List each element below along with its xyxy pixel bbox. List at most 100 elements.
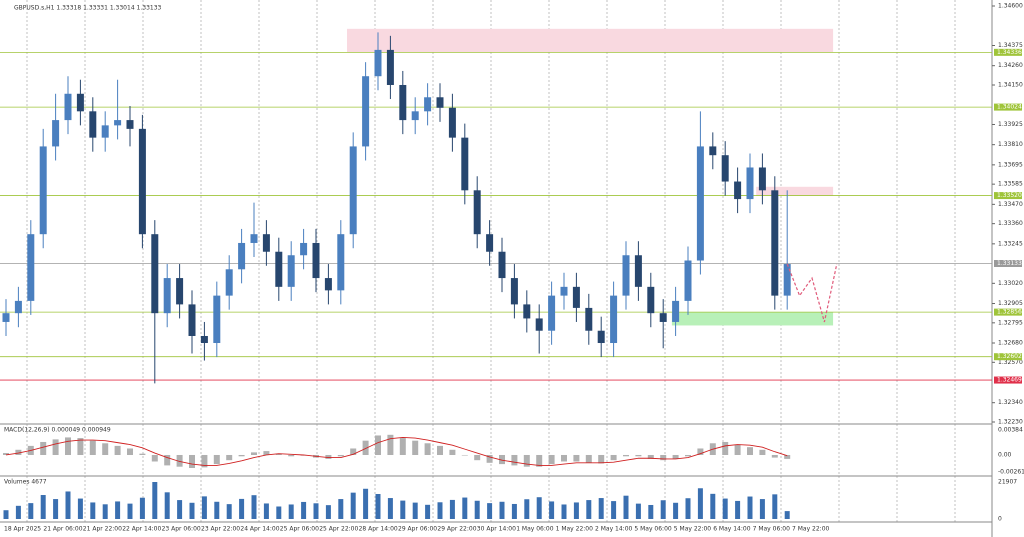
macd-bar [734,444,741,455]
macd-bar [647,454,654,459]
macd-bar [288,454,295,457]
volume-bar [697,488,703,519]
candle-body [560,286,568,296]
candle-body [647,286,655,314]
volume-bar [177,500,183,519]
projection-line [786,263,838,323]
level-tag [994,192,1022,200]
candle-body [771,190,779,296]
day-separators [26,0,956,522]
volume-bar [313,503,319,519]
candle-body [486,234,494,252]
volume-bar [784,511,790,519]
macd-bar [623,454,629,457]
macd-bar [89,440,96,455]
x-tick-label: 21 Apr 06:00 [43,526,82,533]
candle-body [448,107,456,138]
macd-bar [65,437,71,455]
volume-bar [77,498,83,519]
candle-body [126,120,134,129]
macd-bar [548,454,555,465]
x-tick-label: 2 May 14:00 [595,526,633,533]
candle-body [39,146,47,235]
candle-body [151,234,159,314]
y-tick-label: 1.34375 [998,42,1023,49]
candle-body [734,181,742,200]
y-tick-label: 1.33585 [998,181,1023,188]
candle-body [709,146,717,156]
volume-bar [549,501,555,519]
candle-body [238,242,246,270]
macd-bar [139,453,146,455]
macd-bar [263,451,270,455]
macd-bar [660,454,667,461]
macd-bar [350,448,357,455]
x-tick-label: 21 Apr 22:00 [83,526,122,533]
volume-bar [53,499,59,519]
x-tick-label: 28 Apr 14:00 [359,526,398,533]
volume-bar [65,491,71,519]
candle-body [399,84,407,121]
volume-bar [239,498,245,519]
volume-label: Volumes 4677 [4,479,47,486]
level-tag [994,103,1022,111]
volume-bar [164,492,170,519]
volume-bar [325,505,331,519]
candle-body [262,234,270,252]
candle-body [324,278,332,291]
candle-body [746,167,754,200]
volume-bar [598,498,604,519]
y-tick-label: 1.32570 [998,359,1023,366]
volume-bar [425,504,431,519]
candle-body [548,295,556,331]
candle-body [436,97,444,108]
x-tick-label: 24 Apr 14:00 [240,526,279,533]
candle-body [300,242,308,256]
candle-body [114,120,122,126]
macd-bar [474,454,481,461]
macd-bar [635,454,642,457]
zone [347,28,834,53]
chart-title: GBPUSD.s,H1 1.33318 1.33331 1.33014 1.33… [14,5,162,12]
macd-tick-label: 0.00384 [998,427,1023,434]
candle-body [672,300,680,322]
volume-bar [462,497,468,519]
volume-bar [772,494,778,519]
level-tag [994,376,1022,384]
macd-bar [784,454,791,459]
candle-body [176,278,184,305]
macd-bar [275,453,282,455]
candle-body [374,49,382,77]
volume-bar [152,482,158,519]
candle-body [250,234,258,243]
x-tick-label: 29 Apr 06:00 [398,526,437,533]
candle-body [783,264,791,296]
volume-bar [387,498,393,519]
macd-bar [722,441,729,455]
volume-bar [685,498,691,519]
volume-bar [338,499,344,519]
volume-bar [747,496,753,519]
volume-bar [102,504,108,519]
y-tick-label: 1.32905 [998,300,1023,307]
y-tick-label: 1.33360 [998,220,1023,227]
macd-bar [523,454,530,467]
macd-bar [759,449,766,455]
macd-bar [610,454,617,461]
macd-bar [424,443,431,455]
volume-bar [511,503,517,519]
level-tag [994,259,1022,267]
macd-label: MACD(12,26,9) 0.000049 0.000949 [4,427,111,434]
volume-bar [673,502,679,519]
level-label: 1.32856 [997,309,1022,316]
volume-bar [115,501,121,519]
candle-body [101,125,109,138]
macd-bar [685,454,691,457]
level-label: 1.32602 [997,353,1022,360]
macd-bar [102,443,109,455]
macd-bar [598,454,605,464]
zone [671,312,834,326]
macd-bar [573,454,580,462]
volume-bar [710,493,716,519]
